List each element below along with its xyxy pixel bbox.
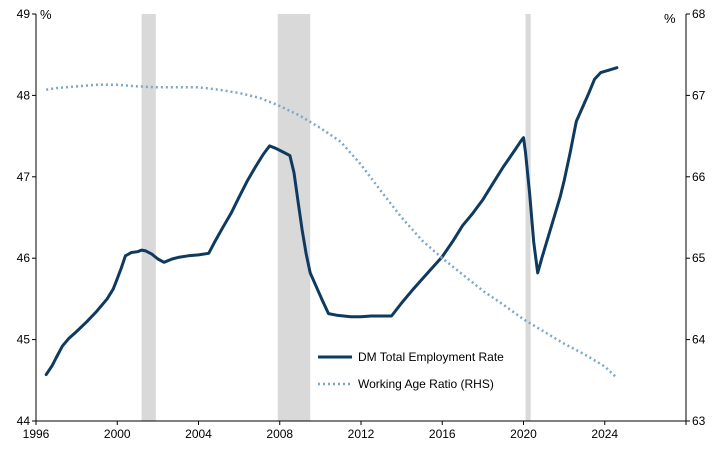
series-lines (44, 66, 619, 379)
legend-label-working-age: Working Age Ratio (RHS) (358, 377, 494, 391)
right-tick-label: 68 (692, 7, 706, 21)
left-tick-label: 48 (17, 88, 31, 102)
right-tick-label: 67 (692, 88, 706, 102)
right-axis-unit: % (664, 11, 676, 26)
recession-band-2 (525, 14, 531, 421)
tick-labels: 44 45 46 47 48 49 63 64 65 66 67 68 1996 2000 2004 2008… (17, 7, 706, 441)
left-tick-label: 45 (17, 333, 31, 347)
right-tick-label: 63 (692, 414, 706, 428)
x-tick-label: 1996 (23, 427, 50, 441)
recession-band-0 (141, 14, 156, 421)
left-tick-label: 46 (17, 251, 31, 265)
right-tick-label: 65 (692, 251, 706, 265)
x-tick-label: 2004 (185, 427, 212, 441)
x-tick-label: 2020 (510, 427, 537, 441)
left-tick-label: 49 (17, 7, 31, 21)
x-tick-label: 2016 (429, 427, 456, 441)
x-tick-label: 2024 (591, 427, 618, 441)
x-tick-label: 2000 (104, 427, 131, 441)
x-tick-label: 2012 (348, 427, 375, 441)
employment-rate-line (44, 66, 619, 377)
right-tick-label: 66 (692, 170, 706, 184)
recession-band-1 (277, 14, 311, 421)
legend-label-employment: DM Total Employment Rate (358, 350, 504, 364)
legend: DM Total Employment Rate Working Age Rat… (318, 350, 504, 391)
left-tick-label: 44 (17, 414, 31, 428)
left-axis-unit: % (40, 7, 52, 22)
recession-bands (141, 14, 531, 421)
axes (32, 13, 690, 425)
right-tick-label: 64 (692, 333, 706, 347)
working-age-ratio-line (46, 83, 618, 379)
left-tick-label: 47 (17, 170, 31, 184)
x-tick-label: 2008 (266, 427, 293, 441)
